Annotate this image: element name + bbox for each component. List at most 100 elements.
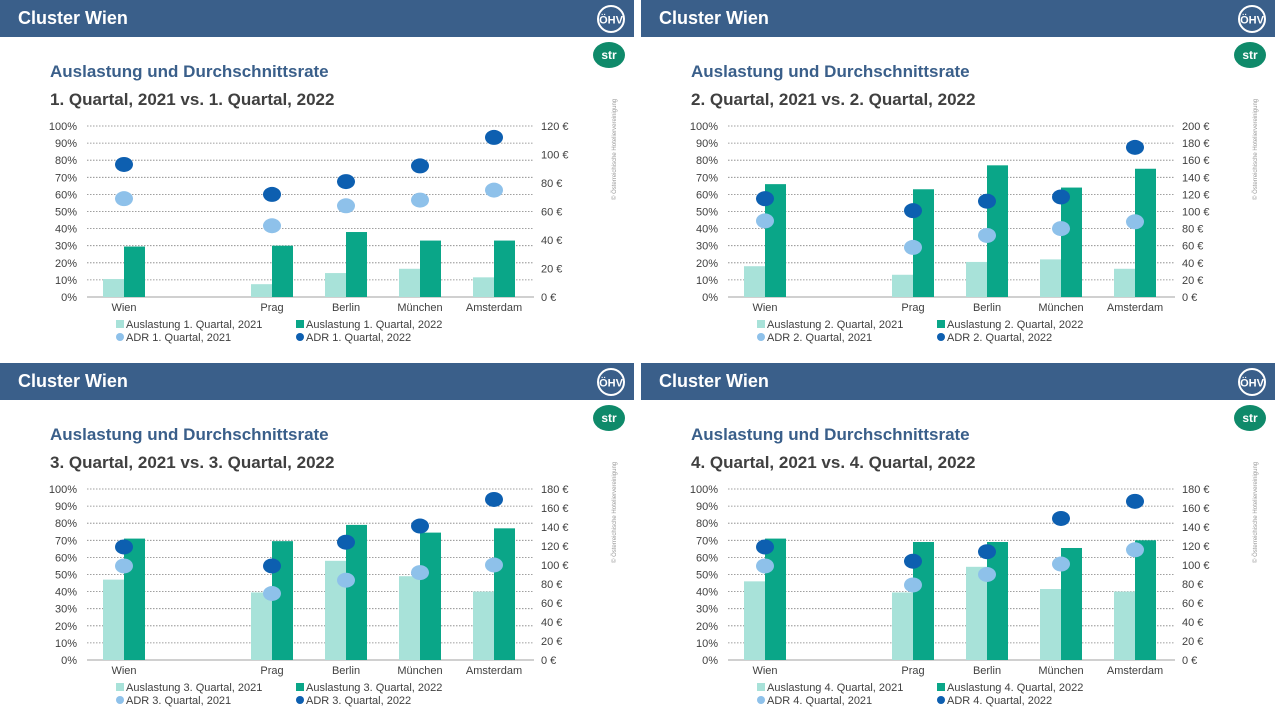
legend-label: Auslastung 1. Quartal, 2022	[306, 319, 442, 331]
point-adr-2022	[337, 534, 355, 550]
legend-label: Auslastung 3. Quartal, 2022	[306, 682, 442, 694]
y2-tick-label: 140 €	[541, 522, 569, 534]
y-tick-label: 50%	[55, 570, 77, 582]
x-tick-label: Wien	[752, 665, 777, 677]
y-tick-label: 0%	[702, 292, 718, 304]
ohv-logo-text: ÖHV	[1240, 14, 1265, 27]
header-title: Cluster Wien	[18, 8, 128, 28]
point-adr-2022	[756, 191, 774, 207]
y-tick-label: 20%	[696, 621, 718, 633]
combo-chart: 100% 90% 80% 70% 60% 50% 40% 30% 20% 10% 0% 120 € 10…	[49, 121, 569, 344]
y2-tick-label: 40 €	[541, 617, 562, 629]
x-tick-label: Prag	[260, 665, 283, 677]
chart-title: Auslastung und Durchschnittsrate	[50, 62, 329, 81]
legend-label: Auslastung 4. Quartal, 2021	[767, 682, 903, 694]
point-adr-2021	[756, 213, 774, 229]
header-title: Cluster Wien	[659, 8, 769, 28]
bar-occupancy-2021	[251, 592, 272, 660]
str-logo-text: str	[601, 48, 617, 62]
bar-occupancy-2021	[966, 261, 987, 297]
str-logo-text: str	[1242, 48, 1258, 62]
legend-swatch	[757, 320, 765, 328]
y2-tick-label: 180 €	[1182, 138, 1210, 150]
y2-tick-label: 120 €	[1182, 541, 1210, 553]
str-logo-text: str	[1242, 411, 1258, 425]
legend-swatch	[296, 696, 304, 704]
legend-swatch	[116, 320, 124, 328]
y2-tick-label: 40 €	[1182, 617, 1203, 629]
bar-occupancy-2021	[1114, 591, 1135, 660]
y-tick-label: 40%	[55, 587, 77, 599]
x-tick-label: Berlin	[973, 665, 1001, 677]
point-adr-2021	[263, 218, 281, 234]
bar-occupancy-2022	[765, 184, 786, 297]
str-logo-icon: str	[593, 42, 625, 68]
point-adr-2021	[115, 191, 133, 207]
bar-occupancy-2022	[420, 240, 441, 297]
point-adr-2022	[978, 193, 996, 209]
chart-title: Auslastung und Durchschnittsrate	[691, 62, 970, 81]
bar-occupancy-2022	[765, 538, 786, 660]
x-tick-label: Berlin	[973, 302, 1001, 314]
bar-occupancy-2022	[494, 240, 515, 297]
ohv-logo-icon: ÖHV	[1238, 5, 1266, 33]
point-adr-2022	[115, 156, 133, 172]
ohv-logo-icon: ÖHV	[1238, 368, 1266, 396]
ohv-logo-text: ÖHV	[599, 14, 624, 27]
str-logo-icon: str	[593, 405, 625, 431]
y-tick-label: 100%	[49, 484, 77, 496]
x-tick-label: München	[1038, 302, 1083, 314]
y-tick-label: 0%	[61, 655, 77, 667]
y2-tick-label: 20 €	[541, 264, 562, 276]
point-adr-2022	[978, 544, 996, 560]
x-tick-label: München	[397, 302, 442, 314]
y2-tick-label: 20 €	[541, 636, 562, 648]
y2-tick-label: 20 €	[1182, 636, 1203, 648]
legend-label: ADR 4. Quartal, 2022	[947, 695, 1052, 707]
bar-occupancy-2022	[1135, 168, 1156, 297]
bar-occupancy-2022	[1061, 547, 1082, 660]
point-adr-2021	[337, 198, 355, 214]
bar-occupancy-2021	[399, 576, 420, 660]
y2-tick-label: 60 €	[541, 598, 562, 610]
y-tick-label: 70%	[55, 535, 77, 547]
slide-header: Cluster Wien ÖHV	[641, 363, 1275, 400]
y-tick-label: 90%	[696, 138, 718, 150]
bar-occupancy-2021	[744, 581, 765, 660]
point-adr-2022	[1052, 189, 1070, 205]
bar-occupancy-2021	[251, 284, 272, 297]
legend-label: ADR 2. Quartal, 2022	[947, 332, 1052, 344]
chart-subtitle: 4. Quartal, 2021 vs. 4. Quartal, 2022	[691, 453, 976, 472]
y2-tick-label: 20 €	[1182, 275, 1203, 287]
bar-occupancy-2021	[103, 279, 124, 297]
str-logo-icon: str	[1234, 405, 1266, 431]
y-tick-label: 60%	[696, 189, 718, 201]
y-tick-label: 10%	[696, 638, 718, 650]
x-tick-label: Prag	[260, 302, 283, 314]
point-adr-2021	[115, 558, 133, 574]
y2-tick-label: 100 €	[1182, 560, 1210, 572]
bar-occupancy-2021	[1040, 259, 1061, 297]
y-tick-label: 50%	[55, 207, 77, 219]
y-tick-label: 100%	[690, 121, 718, 133]
point-adr-2021	[978, 567, 996, 582]
y2-tick-label: 60 €	[1182, 598, 1203, 610]
legend-swatch	[937, 333, 945, 341]
y2-tick-label: 0 €	[541, 292, 556, 304]
combo-chart: 100% 90% 80% 70% 60% 50% 40% 30% 20% 10% 0% 180 € 16…	[690, 484, 1210, 707]
y2-tick-label: 80 €	[1182, 579, 1203, 591]
point-adr-2021	[485, 182, 503, 198]
legend-label: ADR 4. Quartal, 2021	[767, 695, 872, 707]
y-tick-label: 0%	[702, 655, 718, 667]
legend-label: Auslastung 3. Quartal, 2021	[126, 682, 262, 694]
y-tick-label: 60%	[696, 552, 718, 564]
point-adr-2021	[1052, 556, 1070, 572]
chart-title: Auslastung und Durchschnittsrate	[691, 425, 970, 444]
y-tick-label: 70%	[696, 172, 718, 184]
str-logo-icon: str	[1234, 42, 1266, 68]
legend-swatch	[757, 333, 765, 341]
x-tick-label: Berlin	[332, 302, 360, 314]
y2-tick-label: 120 €	[541, 541, 569, 553]
legend-swatch	[757, 696, 765, 704]
y2-tick-label: 80 €	[541, 579, 562, 591]
